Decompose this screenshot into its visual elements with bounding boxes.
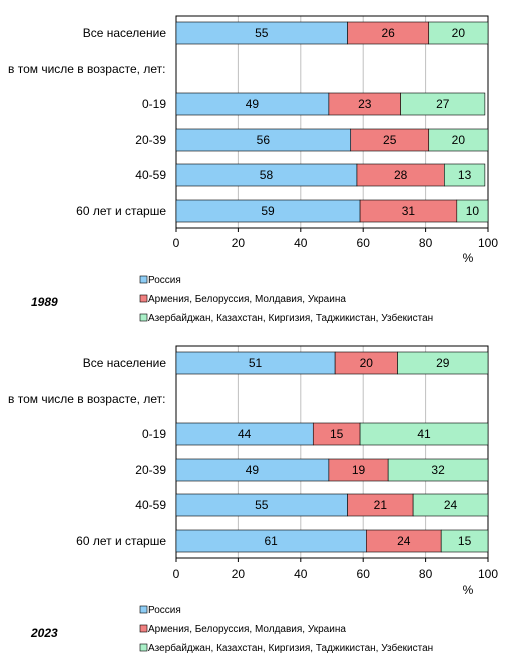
legend-swatch-armenia bbox=[139, 294, 148, 303]
category-label: 20-39 bbox=[135, 463, 166, 477]
data-label: 25 bbox=[383, 133, 397, 147]
legend-swatch-russia bbox=[139, 275, 148, 284]
data-label: 13 bbox=[458, 168, 472, 182]
legend-label-russia: Россия bbox=[148, 605, 181, 616]
data-label: 24 bbox=[444, 498, 458, 512]
category-label: Все население bbox=[83, 356, 167, 370]
data-label: 49 bbox=[246, 97, 260, 111]
x-tick-label: 0 bbox=[173, 567, 180, 581]
category-label: 0-19 bbox=[142, 97, 166, 111]
data-label: 44 bbox=[238, 427, 252, 441]
data-label: 21 bbox=[374, 498, 388, 512]
chart-panel-2023: 0 20 40 60 80 100% Все население 51 20 29 в том чи… bbox=[8, 345, 498, 654]
bar-azerbaijan bbox=[456, 199, 489, 223]
bar-azerbaijan bbox=[412, 493, 489, 517]
x-tick-label: 60 bbox=[357, 567, 371, 581]
category-label: 40-59 bbox=[135, 168, 166, 182]
data-label: 20 bbox=[452, 133, 466, 147]
x-tick-label: 20 bbox=[232, 236, 246, 250]
legend-swatch-azerbaijan bbox=[139, 313, 148, 322]
data-label: 20 bbox=[452, 26, 466, 40]
category-label: 60 лет и старше bbox=[76, 534, 166, 548]
data-label: 10 bbox=[466, 204, 480, 218]
category-label: в том числе в возрасте, лет: bbox=[8, 392, 165, 406]
category-label: 20-39 bbox=[135, 133, 166, 147]
x-tick-label: 0 bbox=[173, 236, 180, 250]
data-label: 49 bbox=[246, 463, 260, 477]
plot-frame bbox=[175, 345, 489, 559]
x-axis-unit: % bbox=[463, 583, 474, 597]
bar-azerbaijan bbox=[428, 21, 489, 45]
data-label: 59 bbox=[261, 204, 275, 218]
plot-frame bbox=[175, 15, 489, 229]
data-label: 20 bbox=[360, 356, 374, 370]
data-label: 41 bbox=[417, 427, 431, 441]
data-label: 61 bbox=[264, 534, 278, 548]
category-label: 40-59 bbox=[135, 498, 166, 512]
data-label: 32 bbox=[431, 463, 445, 477]
legend-label-azerbaijan: Азербайджан, Казахстан, Киргизия, Таджик… bbox=[148, 312, 433, 324]
data-label: 15 bbox=[458, 534, 472, 548]
data-label: 55 bbox=[255, 498, 269, 512]
category-label: Все население bbox=[83, 26, 167, 40]
data-label: 31 bbox=[402, 204, 416, 218]
data-label: 55 bbox=[255, 26, 269, 40]
data-label: 28 bbox=[394, 168, 408, 182]
data-label: 27 bbox=[436, 97, 450, 111]
x-tick-label: 20 bbox=[232, 567, 246, 581]
x-tick-label: 80 bbox=[419, 236, 433, 250]
data-label: 51 bbox=[249, 356, 263, 370]
bar-azerbaijan bbox=[359, 422, 489, 446]
category-label: 60 лет и старше bbox=[76, 204, 166, 218]
legend-swatch-armenia bbox=[139, 624, 148, 633]
legend-label-armenia: Армения, Белоруссия, Молдавия, Украина bbox=[148, 294, 346, 305]
legend-swatch-azerbaijan bbox=[139, 643, 148, 652]
year-label: 1989 bbox=[31, 295, 58, 309]
year-label: 2023 bbox=[30, 626, 58, 640]
data-label: 26 bbox=[381, 26, 395, 40]
x-tick-label: 80 bbox=[419, 567, 433, 581]
bar-azerbaijan bbox=[400, 92, 486, 116]
legend-swatch-russia bbox=[139, 605, 148, 614]
category-label: 0-19 bbox=[142, 427, 166, 441]
data-label: 58 bbox=[260, 168, 274, 182]
category-label: в том числе в возрасте, лет: bbox=[8, 62, 165, 76]
legend-label-azerbaijan: Азербайджан, Казахстан, Киргизия, Таджик… bbox=[148, 642, 433, 654]
data-label: 15 bbox=[330, 427, 344, 441]
data-label: 29 bbox=[436, 356, 450, 370]
x-axis-unit: % bbox=[463, 251, 474, 265]
x-tick-label: 40 bbox=[294, 567, 308, 581]
data-label: 56 bbox=[257, 133, 271, 147]
x-tick-label: 100 bbox=[478, 567, 498, 581]
bar-azerbaijan bbox=[387, 458, 489, 482]
bar-azerbaijan bbox=[428, 128, 489, 152]
x-tick-label: 100 bbox=[478, 236, 498, 250]
legend-label-russia: Россия bbox=[148, 275, 181, 286]
bar-azerbaijan bbox=[397, 351, 489, 375]
x-tick-label: 40 bbox=[294, 236, 308, 250]
data-label: 23 bbox=[358, 97, 372, 111]
bar-azerbaijan bbox=[440, 529, 489, 553]
x-tick-label: 60 bbox=[357, 236, 371, 250]
legend-label-armenia: Армения, Белоруссия, Молдавия, Украина bbox=[148, 624, 346, 635]
data-label: 19 bbox=[352, 463, 366, 477]
bar-azerbaijan bbox=[444, 163, 486, 187]
data-label: 24 bbox=[397, 534, 411, 548]
chart-panel-1989: 0 20 40 60 80 100% Все население 55 26 20 в том чи… bbox=[8, 15, 498, 324]
